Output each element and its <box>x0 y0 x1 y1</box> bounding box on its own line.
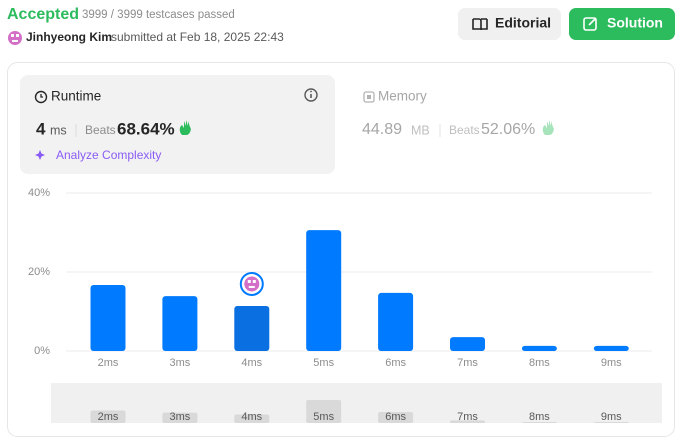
memory-label[interactable]: Memory <box>378 89 427 104</box>
bar <box>593 345 629 351</box>
solution-button[interactable]: Solution <box>569 8 675 40</box>
mini-bar <box>378 411 414 423</box>
mini-bar <box>234 414 270 423</box>
memory-beats: 52.06% <box>481 121 535 138</box>
slider-label: 4ms <box>241 411 262 423</box>
x-tick-label: 8ms <box>529 357 550 369</box>
runtime-value: 4 <box>36 119 46 138</box>
mini-bar <box>521 422 557 423</box>
bar <box>306 230 342 351</box>
testcases: 3999 / 3999 testcases passed <box>82 9 235 21</box>
bar <box>521 345 557 351</box>
memory-icon <box>363 91 375 103</box>
sparkle-icon <box>35 150 45 160</box>
slider-label: 9ms <box>601 411 622 423</box>
x-tick-label: 9ms <box>601 357 622 369</box>
info-icon[interactable] <box>304 88 318 102</box>
user-avatar-eye <box>252 279 256 283</box>
slider-label: 2ms <box>98 411 119 423</box>
slider-label: 8ms <box>529 411 550 423</box>
memory-value: 44.89 <box>362 121 402 138</box>
bar <box>378 292 414 351</box>
mini-bar <box>306 400 342 423</box>
runtime-beats: 68.64% <box>117 119 175 138</box>
user-avatar-face <box>244 276 260 292</box>
user[interactable]: Jinhyeong Kim <box>26 30 112 44</box>
y-tick-label: 20% <box>28 266 50 278</box>
x-tick-label: 2ms <box>98 357 119 369</box>
range-slider[interactable] <box>51 383 662 423</box>
bar <box>234 305 270 351</box>
hand-icon <box>542 120 554 135</box>
user-avatar-mouth <box>248 285 255 288</box>
slider-label: 7ms <box>457 411 478 423</box>
x-tick-label: 3ms <box>170 357 191 369</box>
editorial-button[interactable]: Editorial <box>458 8 561 40</box>
runtime-label: Runtime <box>51 89 101 104</box>
memory-beats-label: Beats <box>449 123 480 137</box>
bar <box>450 337 485 351</box>
x-tick-label: 4ms <box>241 357 262 369</box>
slider-label: 5ms <box>313 411 334 423</box>
runtime-beats-label: Beats <box>85 123 116 137</box>
status: Accepted <box>7 6 79 23</box>
runtime-panel[interactable] <box>20 75 335 174</box>
mini-bar <box>90 410 126 423</box>
x-tick-label: 5ms <box>313 357 334 369</box>
analyze-link[interactable]: Analyze Complexity <box>56 148 161 162</box>
bar <box>162 296 198 351</box>
runtime-unit: ms <box>50 123 67 137</box>
y-tick-label: 0% <box>34 345 50 357</box>
submitted: submitted at Feb 18, 2025 22:43 <box>111 30 284 44</box>
bar <box>90 285 126 351</box>
mini-bar <box>162 412 198 423</box>
clock-icon <box>34 90 48 104</box>
user-avatar-eye <box>247 279 251 283</box>
mini-bar <box>593 422 629 423</box>
memory-unit: MB <box>411 123 430 137</box>
editorial-label: Editorial <box>495 15 551 31</box>
slider-label: 3ms <box>170 411 191 423</box>
hand-icon <box>179 120 191 135</box>
y-tick-label: 40% <box>28 187 50 199</box>
x-tick-label: 6ms <box>385 357 406 369</box>
mini-bar <box>450 420 485 423</box>
avatar <box>8 31 22 45</box>
slider-label: 6ms <box>385 411 406 423</box>
x-tick-label: 7ms <box>457 357 478 369</box>
solution-label: Solution <box>607 15 663 31</box>
